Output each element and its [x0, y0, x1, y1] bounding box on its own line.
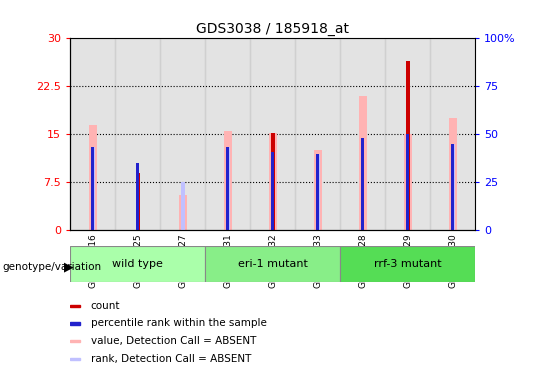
Bar — [359, 96, 367, 230]
Bar — [250, 38, 295, 230]
Bar — [316, 154, 320, 230]
Text: ▶: ▶ — [64, 260, 73, 273]
Bar — [70, 38, 115, 230]
Bar — [205, 246, 340, 282]
Bar — [91, 147, 94, 230]
Bar — [295, 38, 340, 230]
Bar — [314, 151, 322, 230]
Bar — [226, 147, 230, 230]
Bar — [181, 182, 185, 230]
Bar — [70, 246, 205, 282]
Text: count: count — [91, 301, 120, 311]
Text: value, Detection Call = ABSENT: value, Detection Call = ABSENT — [91, 336, 256, 346]
Bar — [451, 144, 454, 230]
Bar — [451, 144, 455, 230]
Bar — [136, 163, 139, 230]
Bar — [89, 125, 97, 230]
Bar — [272, 152, 274, 230]
Bar — [340, 38, 385, 230]
Bar — [269, 133, 277, 230]
Bar — [70, 322, 80, 325]
Bar — [340, 246, 475, 282]
Bar — [316, 154, 319, 230]
Bar — [361, 137, 364, 230]
Bar — [115, 38, 160, 230]
Bar — [224, 131, 232, 230]
Text: genotype/variation: genotype/variation — [3, 262, 102, 272]
Text: eri-1 mutant: eri-1 mutant — [238, 259, 308, 269]
Bar — [406, 61, 409, 230]
Bar — [136, 173, 139, 230]
Bar — [403, 134, 411, 230]
Text: rrf-3 mutant: rrf-3 mutant — [374, 259, 442, 269]
Bar — [70, 305, 80, 307]
Bar — [70, 358, 80, 360]
Bar — [205, 38, 250, 230]
Text: percentile rank within the sample: percentile rank within the sample — [91, 318, 267, 328]
Bar — [179, 195, 187, 230]
Bar — [430, 38, 475, 230]
Bar — [407, 134, 409, 230]
Bar — [160, 38, 205, 230]
Bar — [271, 133, 274, 230]
Bar — [226, 147, 229, 230]
Text: rank, Detection Call = ABSENT: rank, Detection Call = ABSENT — [91, 354, 251, 364]
Text: wild type: wild type — [112, 259, 163, 269]
Bar — [91, 147, 94, 230]
Title: GDS3038 / 185918_at: GDS3038 / 185918_at — [196, 22, 349, 36]
Bar — [449, 118, 457, 230]
Bar — [385, 38, 430, 230]
Bar — [70, 340, 80, 343]
